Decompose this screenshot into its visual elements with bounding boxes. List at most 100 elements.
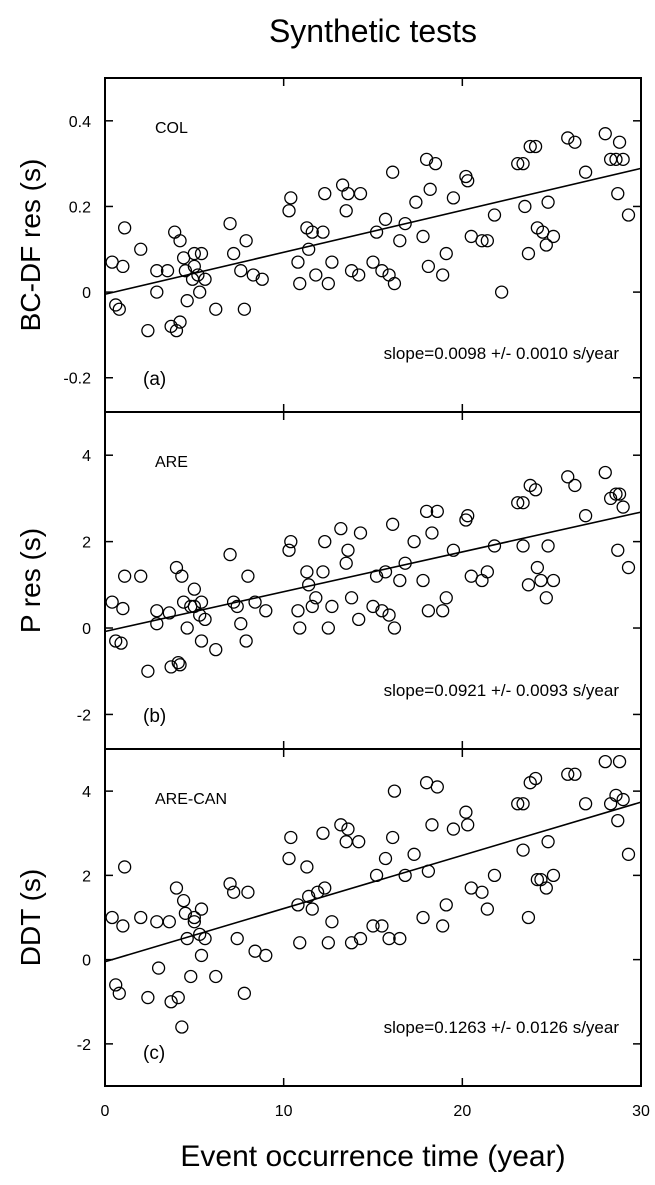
data-point: [180, 931, 194, 946]
data-point: [293, 936, 307, 950]
data-point: [134, 910, 148, 925]
y-tick-label: 0: [82, 285, 91, 302]
data-point: [239, 234, 253, 248]
data-point: [609, 152, 623, 167]
data-point: [480, 234, 494, 248]
data-point: [603, 797, 618, 811]
data-point: [621, 560, 636, 575]
data-point: [461, 818, 475, 832]
data-point: [164, 660, 178, 674]
data-point: [171, 990, 185, 1005]
data-point: [398, 868, 412, 883]
data-point: [578, 797, 593, 811]
data-point: [561, 767, 575, 781]
data-point: [339, 204, 353, 218]
data-point: [386, 830, 400, 845]
data-point: [191, 268, 205, 282]
data-point: [541, 539, 555, 553]
data-point: [284, 534, 298, 549]
data-point: [609, 487, 623, 501]
data-point: [184, 969, 198, 984]
data-point: [259, 948, 273, 963]
data-point: [612, 487, 627, 501]
data-point: [369, 868, 384, 883]
data-point: [339, 835, 353, 849]
data-point: [612, 135, 627, 149]
slope-annotation: slope=0.1263 +/- 0.0126 s/year: [384, 1018, 620, 1037]
data-point: [309, 268, 323, 282]
y-tick-label: -2: [77, 1037, 91, 1054]
data-point: [436, 604, 450, 618]
data-point: [439, 246, 453, 261]
data-point: [446, 191, 461, 205]
data-point: [344, 264, 359, 278]
data-point: [112, 986, 126, 1000]
data-point: [352, 612, 366, 627]
data-point: [171, 655, 185, 670]
data-point: [616, 792, 630, 807]
data-point: [375, 264, 389, 278]
data-point: [598, 465, 612, 480]
panel-letter: (c): [143, 1043, 165, 1064]
data-point: [386, 517, 400, 531]
data-point: [616, 152, 630, 167]
y-tick-label: 4: [82, 448, 91, 465]
data-point: [459, 805, 473, 819]
data-point: [173, 234, 187, 248]
data-point: [151, 961, 166, 975]
data-point: [105, 910, 119, 925]
data-point: [284, 830, 298, 845]
data-point: [609, 788, 623, 802]
data-point: [344, 936, 359, 950]
data-point: [382, 268, 396, 282]
data-point: [305, 225, 319, 239]
data-point: [611, 543, 625, 557]
data-point: [193, 285, 207, 299]
data-point: [325, 255, 339, 269]
data-point: [561, 131, 575, 145]
data-point: [175, 1020, 189, 1034]
data-point: [234, 617, 248, 631]
data-point: [105, 595, 119, 609]
data-point: [568, 478, 582, 493]
data-point: [230, 931, 244, 946]
data-point: [353, 186, 368, 201]
data-point: [521, 578, 536, 592]
data-point: [475, 573, 489, 588]
panel-letter: (a): [143, 369, 166, 390]
data-point: [316, 565, 330, 579]
data-point: [366, 255, 380, 269]
data-point: [528, 139, 543, 154]
data-point: [516, 496, 530, 510]
data-point: [416, 573, 430, 588]
data-point: [305, 599, 319, 614]
data-point: [541, 195, 555, 209]
panel-2: -2 0 2 4 P res (s) ARE (b) slope=0.0921 +/- 0.0…: [15, 411, 642, 750]
data-point: [325, 599, 339, 614]
data-point: [419, 152, 434, 167]
y-tick-label: 0: [82, 621, 91, 638]
data-point: [241, 885, 255, 899]
data-point: [318, 881, 332, 895]
data-point: [436, 268, 450, 282]
data-point: [461, 509, 475, 523]
x-tick-label: 0: [101, 1103, 110, 1120]
data-point: [237, 986, 252, 1000]
data-point: [366, 919, 380, 933]
data-point: [241, 569, 255, 583]
data-point: [382, 608, 396, 622]
data-point: [341, 543, 355, 557]
data-point: [578, 165, 593, 179]
data-point: [118, 221, 132, 235]
data-point: [223, 547, 237, 562]
data-point: [521, 246, 536, 261]
data-point: [302, 889, 316, 904]
data-point: [109, 978, 123, 992]
data-point: [209, 642, 223, 657]
x-axis-label: Event occurrence time (year): [180, 1140, 565, 1173]
data-point: [198, 272, 212, 286]
data-point: [516, 539, 530, 553]
data-point: [162, 915, 176, 929]
data-point: [194, 246, 209, 261]
data-point: [194, 634, 209, 648]
